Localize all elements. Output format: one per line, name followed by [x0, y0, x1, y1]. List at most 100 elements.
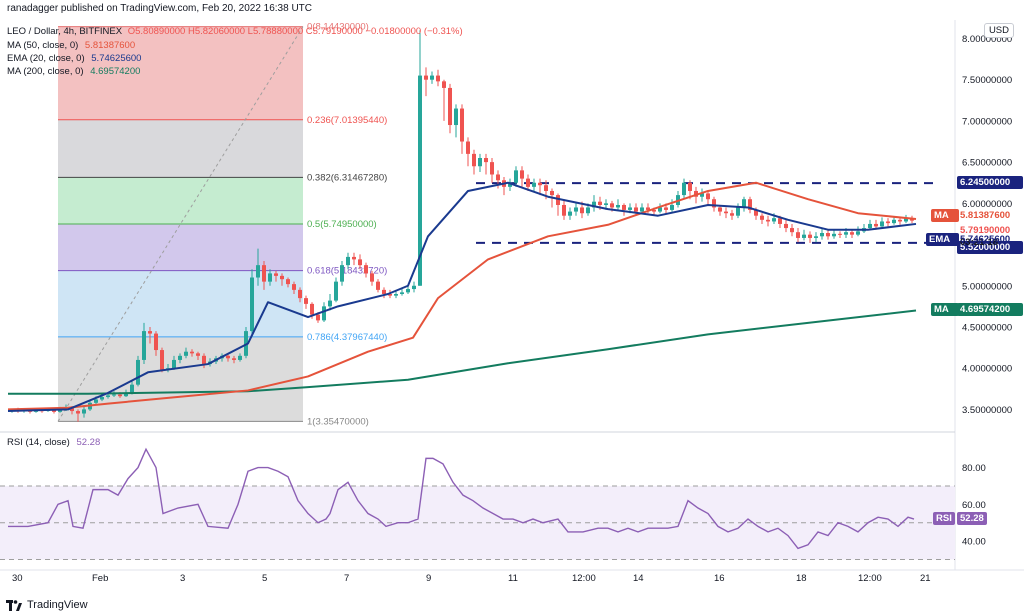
fib-label-1: 1(3.35470000)	[307, 416, 369, 427]
time-axis[interactable]: 30 Feb 3 5 7 9 11 12:00 14 16 18 12:00 21	[12, 573, 931, 584]
candle	[400, 289, 404, 296]
rsi-axis[interactable]: 40.00 60.00 80.00	[962, 463, 986, 548]
candle-body	[724, 211, 728, 214]
candle-body	[418, 75, 422, 286]
tradingview-brand[interactable]: TradingView	[6, 599, 88, 611]
candle-body	[820, 233, 824, 237]
candle-body	[574, 207, 578, 212]
fib-zone-1	[58, 119, 303, 178]
price-tick-label: 6.00000000	[962, 199, 1012, 210]
candle-body	[850, 232, 854, 235]
candle-body	[748, 199, 752, 210]
candle-body	[628, 207, 632, 210]
candle	[532, 178, 536, 191]
candle-body	[496, 174, 500, 181]
legend-ma200-value: 4.69574200	[90, 66, 141, 77]
candle-body	[832, 233, 836, 237]
time-tick-label: 30	[12, 573, 23, 584]
candle	[148, 326, 152, 344]
price-tick-label: 4.00000000	[962, 364, 1012, 375]
candle	[382, 287, 386, 299]
ema20-line	[7, 181, 917, 413]
candle	[346, 252, 350, 270]
candle	[250, 269, 254, 336]
candle-body	[364, 265, 368, 274]
candle-body	[124, 392, 128, 397]
legend-rsi[interactable]: RSI (14, close) 52.28	[7, 437, 100, 448]
rsi-line	[8, 447, 915, 550]
candle-body	[280, 275, 284, 280]
candle	[334, 277, 338, 303]
candle	[706, 190, 710, 205]
candle	[202, 353, 206, 369]
brand-name: TradingView	[27, 599, 88, 611]
symbol-ohlc-line: LEO / Dollar, 4h, BITFINEX O5.80890000 H…	[7, 26, 463, 37]
candle-body	[730, 213, 734, 216]
ma50-tag-value: 5.81387600	[960, 209, 1011, 221]
rsi-tick-label: 80.00	[962, 463, 986, 474]
candle	[406, 285, 410, 294]
legend-rsi-value: 52.28	[76, 437, 101, 448]
candle	[376, 279, 380, 293]
ema20-tag-value: 5.74625600	[960, 233, 1011, 245]
legend-ema20[interactable]: EMA (20, close, 0) 5.74625600	[7, 53, 141, 64]
candle	[790, 223, 794, 237]
rsi-tag-name: RSI	[933, 511, 955, 525]
candle-body	[868, 223, 872, 229]
time-tick-label: 16	[714, 573, 725, 584]
candle-body	[658, 207, 662, 212]
candle	[712, 196, 716, 212]
price-tick-label: 4.50000000	[962, 322, 1012, 333]
time-tick-label: Feb	[92, 573, 108, 584]
legend-ema20-label: EMA (20, close, 0)	[7, 53, 85, 64]
candle-body	[700, 193, 704, 197]
candle-body	[598, 201, 602, 205]
fib-label-0: 0(8.14430000)	[307, 22, 369, 33]
candle	[868, 219, 872, 230]
fib-zone-3	[58, 223, 303, 271]
candle-body	[556, 195, 560, 205]
candle	[622, 203, 626, 216]
time-tick-label: 7	[344, 573, 349, 584]
candle-body	[760, 215, 764, 220]
candle-body	[664, 207, 668, 210]
candle-body	[58, 409, 62, 412]
candle-body	[172, 359, 176, 369]
candle	[742, 196, 746, 212]
legend-ma200[interactable]: MA (200, close, 0) 4.69574200	[7, 66, 140, 77]
price-tick-label: 6.50000000	[962, 158, 1012, 169]
legend-ma50[interactable]: MA (50, close, 0) 5.81387600	[7, 40, 135, 51]
candle	[700, 188, 704, 202]
candle-body	[568, 211, 572, 216]
candle	[832, 229, 836, 239]
price-axis[interactable]: 3.50000000 4.00000000 4.50000000 5.00000000…	[962, 34, 1012, 416]
candle	[430, 71, 434, 84]
ma200-line	[8, 309, 917, 395]
candle-body	[238, 355, 242, 360]
candle	[856, 226, 860, 237]
candle-body	[262, 265, 266, 282]
candle-body	[340, 265, 344, 282]
candle	[670, 199, 674, 212]
candle-body	[712, 199, 716, 208]
publisher-line: ranadagger published on TradingView.com,…	[7, 3, 313, 14]
candle-body	[130, 384, 134, 393]
candle-body	[256, 265, 260, 278]
candle	[418, 30, 422, 286]
candle	[280, 273, 284, 286]
candle	[862, 223, 866, 234]
candlesticks	[10, 30, 914, 422]
candle	[820, 228, 824, 240]
currency-button[interactable]: USD	[983, 23, 1014, 38]
candle	[190, 349, 194, 357]
candle	[454, 104, 458, 138]
candle-body	[226, 355, 230, 359]
candle-body	[490, 162, 494, 175]
fib-label-0.236: 0.236(7.01395440)	[307, 115, 387, 126]
candle-body	[346, 256, 350, 266]
candle	[760, 213, 764, 224]
candle	[286, 277, 290, 288]
fib-label-0.786: 0.786(4.37967440)	[307, 332, 387, 343]
candle	[142, 322, 146, 365]
